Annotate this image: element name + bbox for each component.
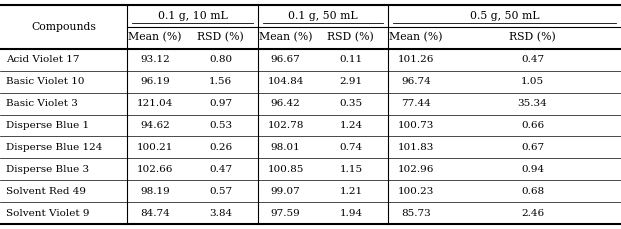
Text: 1.15: 1.15 [339,165,363,174]
Text: RSD (%): RSD (%) [197,32,244,43]
Text: 93.12: 93.12 [140,55,170,64]
Text: Mean (%): Mean (%) [389,32,443,43]
Text: 84.74: 84.74 [140,209,170,218]
Text: Basic Violet 10: Basic Violet 10 [6,77,84,86]
Text: Solvent Violet 9: Solvent Violet 9 [6,209,89,218]
Text: 0.67: 0.67 [521,143,544,152]
Text: 102.96: 102.96 [398,165,434,174]
Text: 0.53: 0.53 [209,121,232,130]
Text: Mean (%): Mean (%) [129,32,182,43]
Text: 98.19: 98.19 [140,187,170,196]
Text: 0.94: 0.94 [521,165,544,174]
Text: 0.66: 0.66 [521,121,544,130]
Text: 1.94: 1.94 [339,209,363,218]
Text: 99.07: 99.07 [271,187,301,196]
Text: 121.04: 121.04 [137,99,173,108]
Text: 104.84: 104.84 [268,77,304,86]
Text: 98.01: 98.01 [271,143,301,152]
Text: Solvent Red 49: Solvent Red 49 [6,187,86,196]
Text: Acid Violet 17: Acid Violet 17 [6,55,79,64]
Text: 2.46: 2.46 [521,209,544,218]
Text: 85.73: 85.73 [401,209,431,218]
Text: 1.05: 1.05 [521,77,544,86]
Text: 0.47: 0.47 [521,55,544,64]
Text: Disperse Blue 124: Disperse Blue 124 [6,143,102,152]
Text: Disperse Blue 3: Disperse Blue 3 [6,165,89,174]
Text: 100.73: 100.73 [398,121,434,130]
Text: 0.1 g, 10 mL: 0.1 g, 10 mL [158,11,227,21]
Text: 96.67: 96.67 [271,55,301,64]
Text: 0.5 g, 50 mL: 0.5 g, 50 mL [470,11,539,21]
Text: 101.83: 101.83 [398,143,434,152]
Text: Disperse Blue 1: Disperse Blue 1 [6,121,89,130]
Text: 100.23: 100.23 [398,187,434,196]
Text: 101.26: 101.26 [398,55,434,64]
Text: 0.97: 0.97 [209,99,232,108]
Text: 0.1 g, 50 mL: 0.1 g, 50 mL [288,11,358,21]
Text: 96.19: 96.19 [140,77,170,86]
Text: 102.66: 102.66 [137,165,173,174]
Text: 1.56: 1.56 [209,77,232,86]
Text: 0.35: 0.35 [339,99,363,108]
Text: 100.21: 100.21 [137,143,173,152]
Text: 0.74: 0.74 [339,143,363,152]
Text: 3.84: 3.84 [209,209,232,218]
Text: 77.44: 77.44 [401,99,431,108]
Text: 1.21: 1.21 [339,187,363,196]
Text: RSD (%): RSD (%) [509,32,556,43]
Text: 35.34: 35.34 [518,99,547,108]
Text: 2.91: 2.91 [339,77,363,86]
Text: Basic Violet 3: Basic Violet 3 [6,99,78,108]
Text: 0.80: 0.80 [209,55,232,64]
Text: 0.47: 0.47 [209,165,232,174]
Text: RSD (%): RSD (%) [327,32,374,43]
Text: 0.57: 0.57 [209,187,232,196]
Text: 96.42: 96.42 [271,99,301,108]
Text: Mean (%): Mean (%) [259,32,312,43]
Text: 97.59: 97.59 [271,209,301,218]
Text: Compounds: Compounds [31,22,96,32]
Text: 100.85: 100.85 [268,165,304,174]
Text: 1.24: 1.24 [339,121,363,130]
Text: 0.11: 0.11 [339,55,363,64]
Text: 94.62: 94.62 [140,121,170,130]
Text: 0.68: 0.68 [521,187,544,196]
Text: 0.26: 0.26 [209,143,232,152]
Text: 102.78: 102.78 [268,121,304,130]
Text: 96.74: 96.74 [401,77,431,86]
